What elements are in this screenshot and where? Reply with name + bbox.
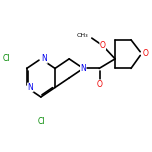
- Text: N: N: [42, 54, 47, 63]
- Text: O: O: [96, 80, 102, 89]
- Text: N: N: [28, 83, 33, 92]
- Text: N: N: [80, 64, 86, 73]
- Text: CH₃: CH₃: [76, 33, 88, 38]
- Text: O: O: [142, 49, 148, 58]
- Text: Cl: Cl: [37, 117, 45, 126]
- Text: Cl: Cl: [3, 54, 10, 63]
- Text: O: O: [100, 41, 106, 50]
